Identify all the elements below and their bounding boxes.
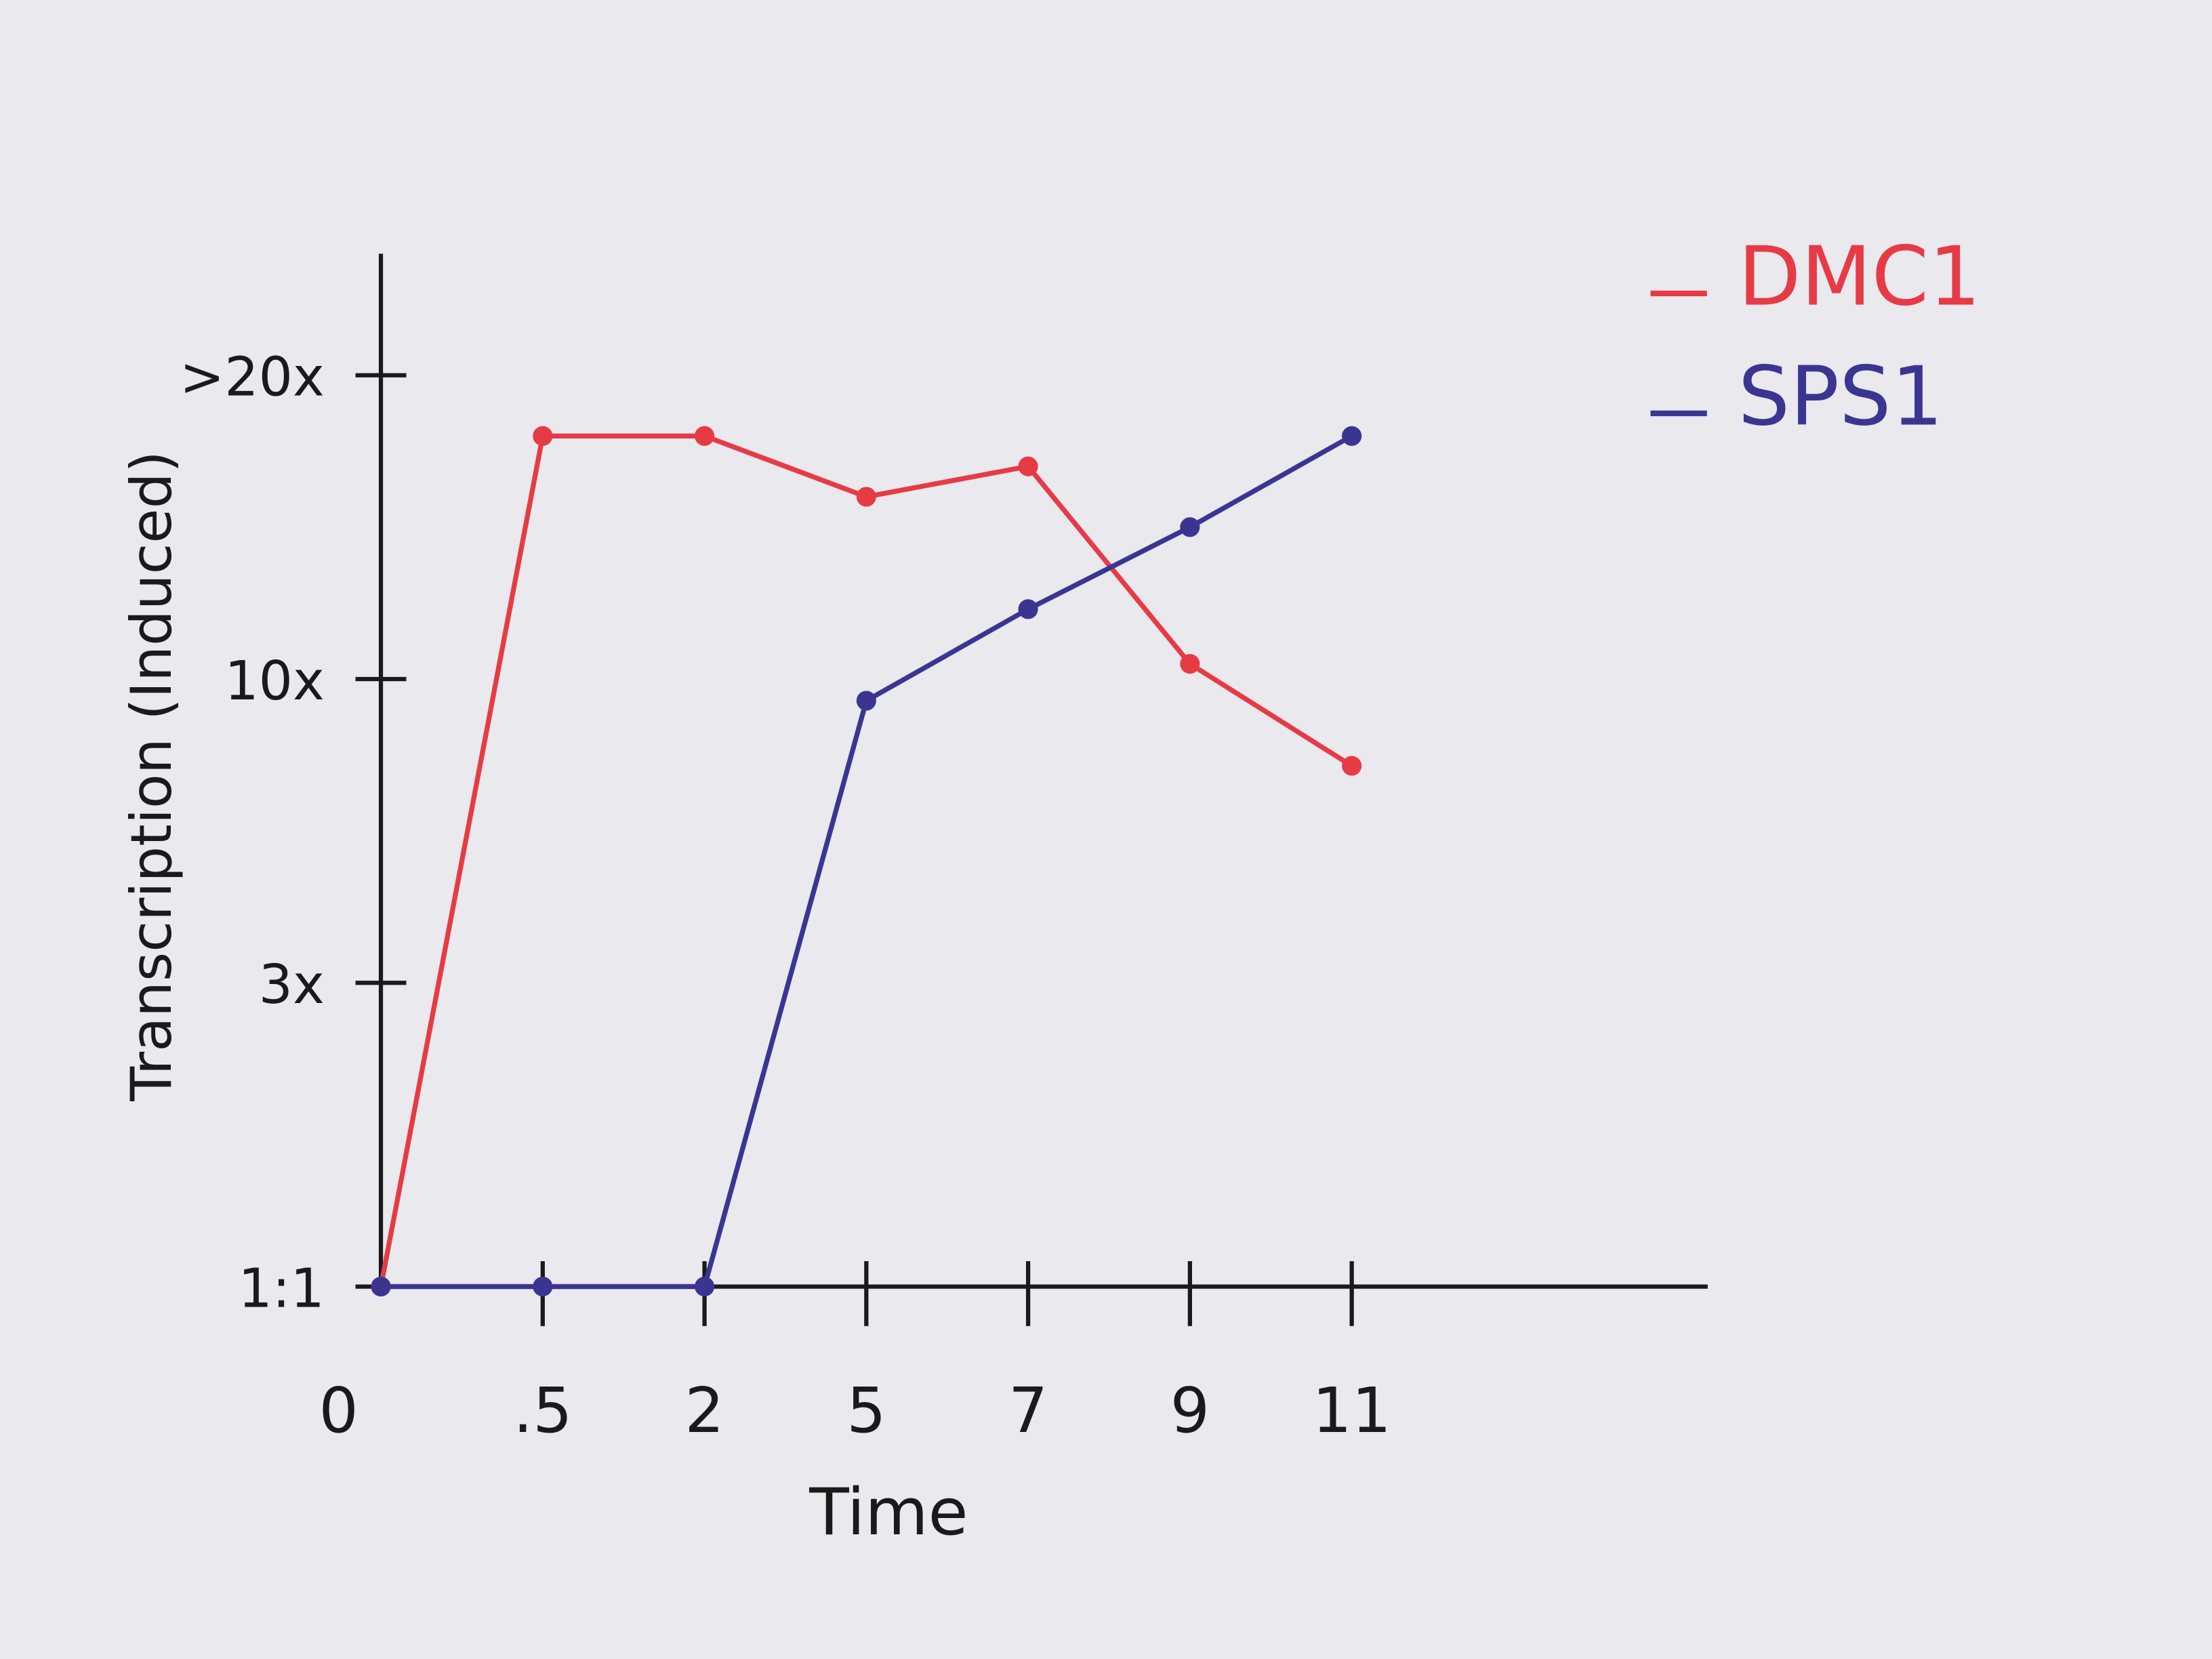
point xyxy=(856,691,876,711)
y-tick-label: 10x xyxy=(224,650,324,712)
x-tick-label: 7 xyxy=(1008,1374,1048,1447)
point xyxy=(1342,426,1362,446)
y-tick-label: >20x xyxy=(180,346,325,409)
x-tick-label: 5 xyxy=(846,1374,886,1447)
point xyxy=(533,426,553,446)
point xyxy=(1180,653,1200,674)
x-tick-label: .5 xyxy=(513,1374,572,1447)
point xyxy=(1180,517,1200,537)
x-tick-label: 2 xyxy=(684,1374,724,1447)
x-axis-label: Time xyxy=(808,1474,968,1550)
legend-label: SPS1 xyxy=(1738,349,1944,444)
point xyxy=(1018,599,1038,619)
point xyxy=(371,1276,391,1297)
point xyxy=(1342,756,1362,776)
legend-label: DMC1 xyxy=(1738,230,1981,325)
y-axis-label: Transcription (Induced) xyxy=(119,451,184,1102)
x-tick-label: 0 xyxy=(319,1374,358,1447)
y-tick-label: 1:1 xyxy=(238,1257,324,1319)
point xyxy=(856,487,876,507)
point xyxy=(694,426,715,446)
point xyxy=(1018,456,1038,476)
y-tick-label: 3x xyxy=(259,954,325,1016)
point xyxy=(694,1276,715,1297)
x-tick-label: 11 xyxy=(1312,1374,1391,1447)
point xyxy=(533,1276,553,1297)
x-tick-label: 9 xyxy=(1170,1374,1210,1447)
